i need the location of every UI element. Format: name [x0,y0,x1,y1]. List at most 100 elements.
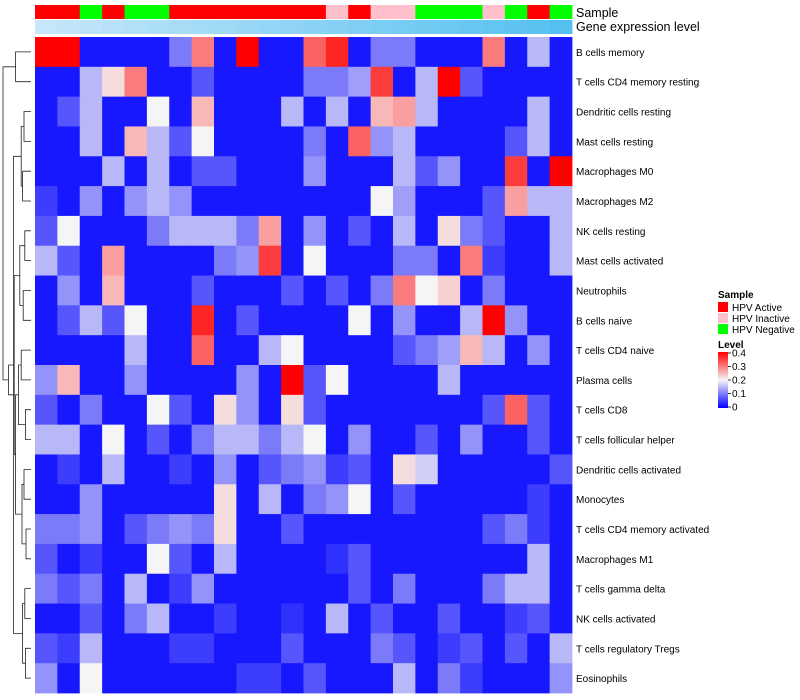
heatmap-cell [527,215,551,247]
heatmap-cell [169,543,193,575]
heatmap-cell [504,633,528,664]
heatmap-cell [191,215,215,247]
heatmap-cell [393,394,416,426]
heatmap-cell [303,365,327,396]
sample-annotation-cell [504,5,528,19]
heatmap-cell [35,96,58,127]
heatmap-cell [236,156,260,187]
heatmap-cell [415,454,439,485]
heatmap-cell [169,156,193,187]
legend-swatch-hpv-inactive [718,313,728,323]
heatmap-cell [57,573,81,604]
heatmap-cell [169,454,193,485]
heatmap-cell [482,484,506,515]
row-label: T cells CD4 memory resting [576,78,699,89]
heatmap-cell [370,514,394,545]
heatmap-cell [393,484,416,515]
heatmap-cell [124,365,148,396]
heatmap-cell [169,603,193,634]
heatmap-cell [415,424,439,455]
heatmap-cell [393,66,416,98]
heatmap-cell [415,663,439,694]
heatmap-cell [281,484,304,515]
heatmap-cell [482,335,506,366]
heatmap-cell [57,156,81,187]
heatmap-cell [79,514,103,545]
heatmap-cell [527,66,551,98]
heatmap-cell [146,514,170,545]
expression-annotation-cell [370,20,394,34]
heatmap-cell [214,37,237,68]
heatmap-cell [169,335,193,366]
heatmap-cell [102,96,125,127]
heatmap-cell [214,454,237,485]
heatmap-cell [527,394,551,426]
sample-annotation-cell [79,5,103,19]
heatmap-cell [325,66,349,98]
heatmap-cell [258,424,282,455]
heatmap-cell [325,96,349,127]
heatmap-cell [102,663,125,694]
heatmap-cell [482,514,506,545]
heatmap-cell [393,573,416,604]
heatmap-cell [35,245,58,276]
heatmap-cell [393,543,416,575]
heatmap-cell [258,365,282,396]
row-label: Macrophages M1 [576,555,654,566]
heatmap-cell [549,633,573,664]
heatmap-cell [549,305,573,336]
heatmap-cell [124,663,148,694]
row-label: Plasma cells [576,376,632,387]
heatmap-cell [504,573,528,604]
heatmap-cell [79,394,103,426]
heatmap-cell [191,126,215,157]
expression-annotation-cell [527,20,551,34]
row-label: T cells CD4 naive [576,346,655,357]
heatmap-cell [415,543,439,575]
heatmap-cell [191,96,215,127]
heatmap-cell [258,573,282,604]
heatmap-cell [124,484,148,515]
heatmap-cell [214,156,237,187]
heatmap-cell [236,66,260,98]
row-label: Neutrophils [576,287,627,298]
heatmap-cell [393,454,416,485]
heatmap-cell [79,215,103,247]
heatmap-cell [325,663,349,694]
row-label: T cells CD4 memory activated [576,525,709,536]
heatmap-cell [460,126,483,157]
heatmap-cell [35,663,58,694]
heatmap-cell [281,365,304,396]
heatmap-cell [169,573,193,604]
expression-annotation-cell [482,20,506,34]
heatmap-cell [348,305,372,336]
heatmap-cell [169,484,193,515]
row-label: T cells CD8 [576,406,628,417]
heatmap-cell [348,156,372,187]
dendrogram-branch [24,230,31,261]
heatmap-cell [482,394,506,426]
heatmap-cell [124,514,148,545]
heatmap-cell [214,365,237,396]
heatmap-cell [415,335,439,366]
expression-annotation-cell [549,20,573,34]
heatmap-cell [258,335,282,366]
expression-annotation-cell [191,20,215,34]
heatmap-cell [325,424,349,455]
row-label: Mast cells resting [576,137,653,148]
heatmap-cell [370,186,394,217]
heatmap-cell [35,215,58,247]
heatmap-cell [191,603,215,634]
heatmap-cell [169,305,193,336]
sample-annotation-cell [348,5,372,19]
heatmap-cell [79,424,103,455]
heatmap-cell [281,454,304,485]
heatmap-cell [527,663,551,694]
sample-annotation-cell [437,5,461,19]
heatmap-cell [527,335,551,366]
heatmap-cell [460,663,483,694]
heatmap-cell [303,96,327,127]
heatmap-cell [348,245,372,276]
heatmap-cell [236,573,260,604]
heatmap-cell [437,543,461,575]
